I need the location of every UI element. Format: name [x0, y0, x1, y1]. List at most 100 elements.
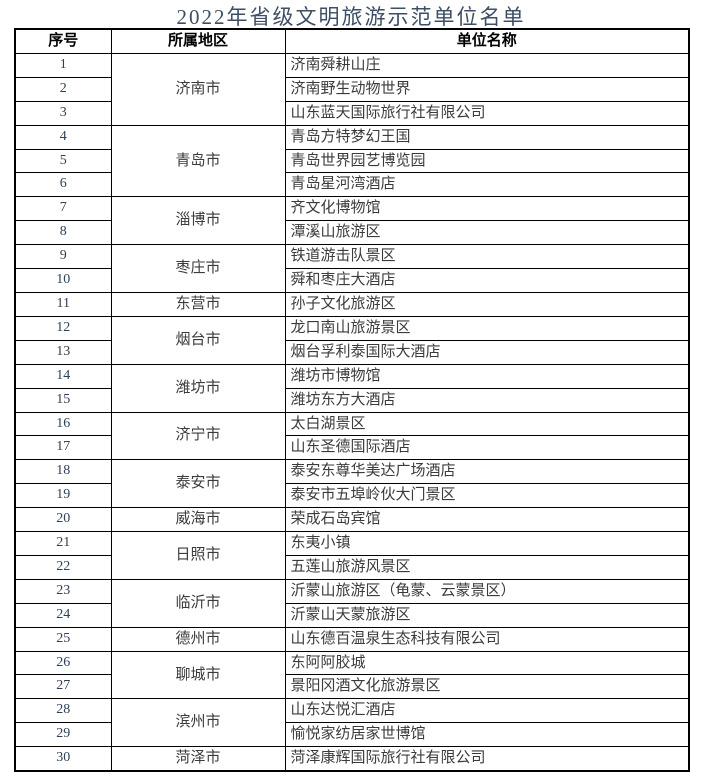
table-row: 16 济宁市 太白湖景区: [14, 411, 690, 461]
serial-cell: 22: [14, 554, 112, 580]
col-header-unit-name: 单位名称: [284, 28, 690, 54]
table-row: 3 山东蓝天国际旅行社有限公司: [14, 100, 690, 126]
unit-name-cell: 齐文化博物馆: [284, 196, 690, 222]
serial-cell: 1: [14, 52, 112, 78]
unit-name-cell: 东夷小镇: [284, 531, 690, 556]
serial-cell: 26: [14, 650, 112, 676]
unit-name-cell: 潭溪山旅游区: [284, 220, 690, 246]
unit-name-cell: 菏泽康辉国际旅行社有限公司: [284, 746, 690, 772]
unit-name-cell: 太白湖景区: [284, 411, 690, 437]
unit-name-cell: 铁道游击队景区: [284, 244, 690, 270]
serial-cell: 17: [14, 435, 112, 461]
table-row: 9 枣庄市 铁道游击队景区: [14, 244, 690, 293]
unit-name-cell: 山东达悦汇酒店: [284, 698, 690, 724]
table-header-row: 序号 所属地区 单位名称: [14, 28, 690, 54]
region-cell: 日照市: [110, 531, 286, 580]
region-cell: 济南市: [110, 52, 286, 126]
table-row: 23 临沂市 沂蒙山旅游区（龟蒙、云蒙景区）: [14, 578, 690, 628]
table-row: 29 愉悦家纺居家世博馆: [14, 722, 690, 748]
table-row: 11 东营市 孙子文化旅游区: [14, 291, 690, 317]
page-title: 2022年省级文明旅游示范单位名单: [176, 5, 526, 29]
region-cell: 菏泽市: [110, 746, 286, 772]
unit-name-cell: 济南野生动物世界: [284, 76, 690, 102]
serial-cell: 20: [14, 507, 112, 533]
region-cell: 临沂市: [110, 578, 286, 628]
unit-name-cell: 青岛方特梦幻王国: [284, 124, 690, 150]
table-row: 14 潍坊市 潍坊市博物馆: [14, 363, 690, 413]
serial-cell: 14: [14, 363, 112, 389]
unit-name-cell: 青岛世界园艺博览园: [284, 148, 690, 174]
serial-cell: 5: [14, 148, 112, 174]
unit-name-cell: 沂蒙山旅游区（龟蒙、云蒙景区）: [284, 578, 690, 604]
serial-cell: 15: [14, 387, 112, 413]
table-row: 1 济南市 济南舜耕山庄: [14, 52, 690, 126]
serial-cell: 24: [14, 602, 112, 628]
unit-name-cell: 荣成石岛宾馆: [284, 507, 690, 533]
unit-name-cell: 山东蓝天国际旅行社有限公司: [284, 100, 690, 126]
table-row: 20 威海市 荣成石岛宾馆: [14, 507, 690, 533]
region-cell: 济宁市: [110, 411, 286, 461]
table-row: 7 淄博市 齐文化博物馆: [14, 196, 690, 246]
col-header-serial: 序号: [14, 28, 112, 54]
serial-cell: 16: [14, 411, 112, 437]
unit-name-cell: 沂蒙山天蒙旅游区: [284, 602, 690, 628]
unit-name-cell: 山东圣德国际酒店: [284, 435, 690, 461]
serial-cell: 6: [14, 172, 112, 198]
region-cell: 枣庄市: [110, 244, 286, 293]
serial-cell: 21: [14, 531, 112, 556]
unit-name-cell: 东阿阿胶城: [284, 650, 690, 676]
col-header-region: 所属地区: [110, 28, 286, 54]
region-cell: 淄博市: [110, 196, 286, 246]
serial-cell: 18: [14, 459, 112, 485]
serial-cell: 4: [14, 124, 112, 150]
unit-name-cell: 烟台孚利泰国际大酒店: [284, 339, 690, 365]
unit-name-cell: 泰安市五埠岭伙大门景区: [284, 483, 690, 509]
serial-cell: 30: [14, 746, 112, 772]
serial-cell: 2: [14, 76, 112, 102]
table-row: 27 景阳冈酒文化旅游景区: [14, 674, 690, 700]
region-cell: 泰安市: [110, 459, 286, 509]
serial-cell: 3: [14, 100, 112, 126]
table-row: 4 青岛市 青岛方特梦幻王国: [14, 124, 690, 198]
serial-cell: 11: [14, 291, 112, 317]
region-cell: 潍坊市: [110, 363, 286, 413]
unit-name-cell: 济南舜耕山庄: [284, 52, 690, 78]
table-row: 28 滨州市 山东达悦汇酒店: [14, 698, 690, 748]
serial-cell: 25: [14, 626, 112, 652]
serial-cell: 12: [14, 315, 112, 341]
table-row: 21 日照市 东夷小镇: [14, 531, 690, 580]
table-row: 30 菏泽市 菏泽康辉国际旅行社有限公司: [14, 746, 690, 772]
unit-name-cell: 青岛星河湾酒店: [284, 172, 690, 198]
table-row: 5 青岛世界园艺博览园: [14, 148, 690, 174]
region-cell: 聊城市: [110, 650, 286, 700]
serial-cell: 28: [14, 698, 112, 724]
serial-cell: 29: [14, 722, 112, 748]
region-cell: 威海市: [110, 507, 286, 533]
unit-name-cell: 龙口南山旅游景区: [284, 315, 690, 341]
unit-name-cell: 舜和枣庄大酒店: [284, 268, 690, 293]
table-row: 24 沂蒙山天蒙旅游区: [14, 602, 690, 628]
region-cell: 滨州市: [110, 698, 286, 748]
serial-cell: 7: [14, 196, 112, 222]
unit-name-cell: 景阳冈酒文化旅游景区: [284, 674, 690, 700]
unit-name-cell: 孙子文化旅游区: [284, 291, 690, 317]
table-row: 25 德州市 山东德百温泉生态科技有限公司: [14, 626, 690, 652]
unit-name-cell: 山东德百温泉生态科技有限公司: [284, 626, 690, 652]
unit-name-cell: 潍坊东方大酒店: [284, 387, 690, 413]
table-row: 6 青岛星河湾酒店: [14, 172, 690, 198]
serial-cell: 9: [14, 244, 112, 270]
serial-cell: 23: [14, 578, 112, 604]
serial-cell: 19: [14, 483, 112, 509]
unit-name-cell: 潍坊市博物馆: [284, 363, 690, 389]
region-cell: 烟台市: [110, 315, 286, 365]
table-row: 8 潭溪山旅游区: [14, 220, 690, 246]
region-cell: 青岛市: [110, 124, 286, 198]
table-row: 12 烟台市 龙口南山旅游景区: [14, 315, 690, 365]
table-row: 26 聊城市 东阿阿胶城: [14, 650, 690, 700]
serial-cell: 27: [14, 674, 112, 700]
serial-cell: 10: [14, 268, 112, 293]
serial-cell: 8: [14, 220, 112, 246]
table-row: 18 泰安市 泰安东尊华美达广场酒店: [14, 459, 690, 509]
units-table: 序号 所属地区 单位名称 1 济南市 济南舜耕山庄 2 济南野生动物世界 3 山东蓝天国际旅…: [14, 28, 690, 773]
